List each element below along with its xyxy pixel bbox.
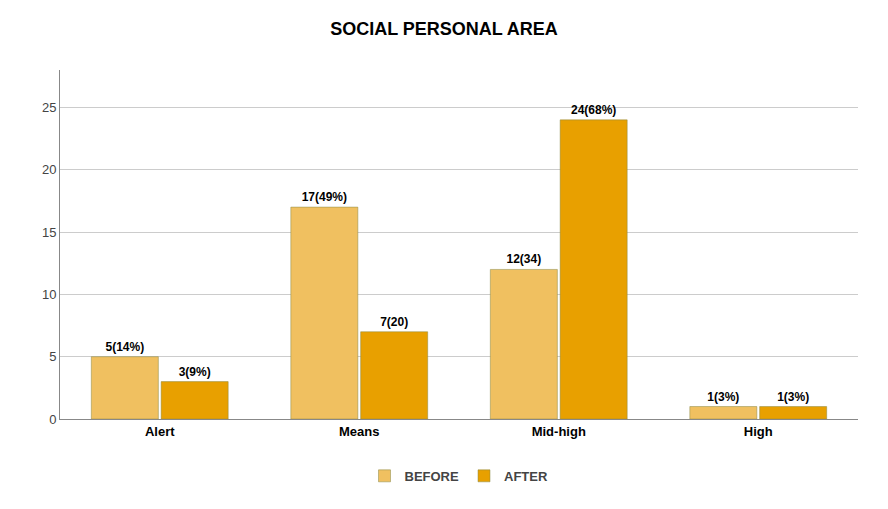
svg-text:25: 25 — [42, 100, 56, 115]
svg-text:SOCIAL PERSONAL AREA: SOCIAL PERSONAL AREA — [330, 19, 558, 39]
svg-text:12(34): 12(34) — [506, 252, 541, 266]
svg-text:3(9%): 3(9%) — [179, 365, 211, 379]
svg-text:0: 0 — [49, 412, 56, 427]
svg-text:BEFORE: BEFORE — [405, 469, 460, 484]
svg-text:High: High — [744, 424, 773, 439]
svg-text:24(68%): 24(68%) — [571, 103, 616, 117]
svg-text:10: 10 — [42, 287, 56, 302]
svg-text:7(20): 7(20) — [380, 315, 408, 329]
svg-text:1(3%): 1(3%) — [777, 390, 809, 404]
svg-text:Means: Means — [339, 424, 379, 439]
svg-text:5(14%): 5(14%) — [105, 340, 144, 354]
svg-text:AFTER: AFTER — [504, 469, 548, 484]
svg-text:1(3%): 1(3%) — [707, 390, 739, 404]
svg-text:17(49%): 17(49%) — [302, 190, 347, 204]
svg-text:Mid-high: Mid-high — [532, 424, 586, 439]
svg-text:20: 20 — [42, 162, 56, 177]
svg-text:5: 5 — [49, 349, 56, 364]
svg-text:Alert: Alert — [145, 424, 175, 439]
svg-text:15: 15 — [42, 225, 56, 240]
